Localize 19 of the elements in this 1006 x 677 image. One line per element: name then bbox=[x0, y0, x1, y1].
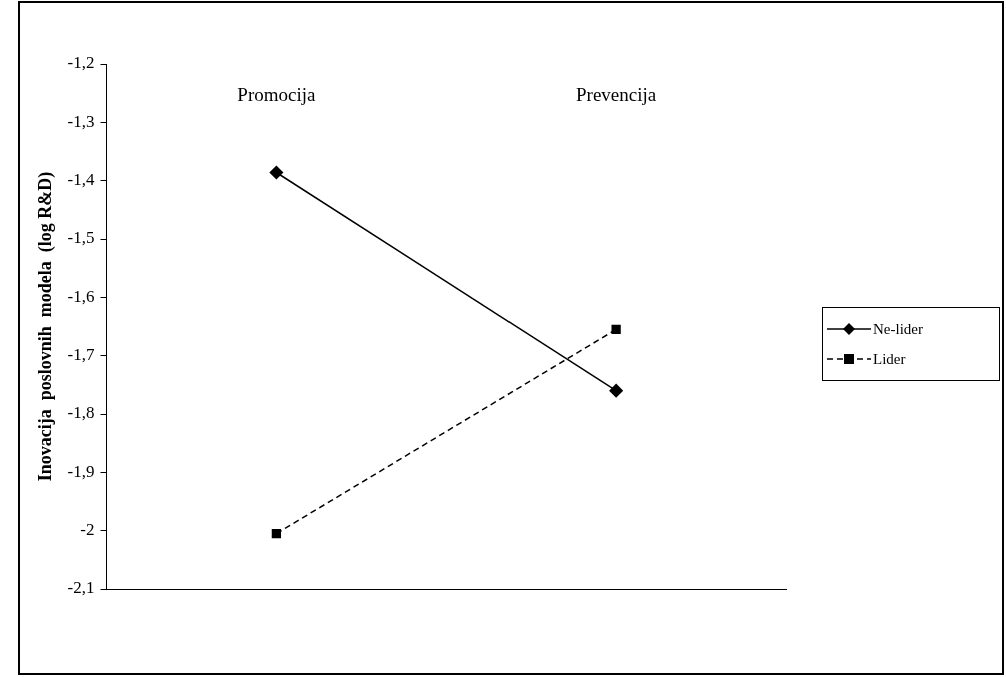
legend-label: Lider bbox=[873, 350, 906, 368]
point bbox=[611, 324, 621, 335]
y-tick-label: -1,5 bbox=[67, 228, 95, 248]
y-tick-label: -2,1 bbox=[67, 578, 95, 598]
y-tick-label: -1,7 bbox=[67, 345, 95, 365]
y-tick-label: -2 bbox=[80, 520, 95, 540]
y-tick-label: -1,8 bbox=[67, 403, 95, 423]
y-tick-label: -1,3 bbox=[67, 111, 95, 131]
point bbox=[269, 165, 284, 180]
x-tick-label: Promocija bbox=[237, 83, 316, 105]
point bbox=[609, 383, 623, 398]
legend-label: Ne-lider bbox=[873, 320, 923, 338]
y-tick-label: -1,2 bbox=[67, 53, 95, 73]
y-tick-label: -1,6 bbox=[67, 286, 95, 306]
point bbox=[271, 528, 282, 539]
x-tick-label: Prevencija bbox=[576, 83, 657, 105]
y-axis-title: Inovacija poslovnih modela (log R&D) bbox=[35, 171, 57, 482]
y-tick-label: -1,9 bbox=[67, 461, 95, 481]
y-tick-label: -1,4 bbox=[67, 170, 95, 190]
